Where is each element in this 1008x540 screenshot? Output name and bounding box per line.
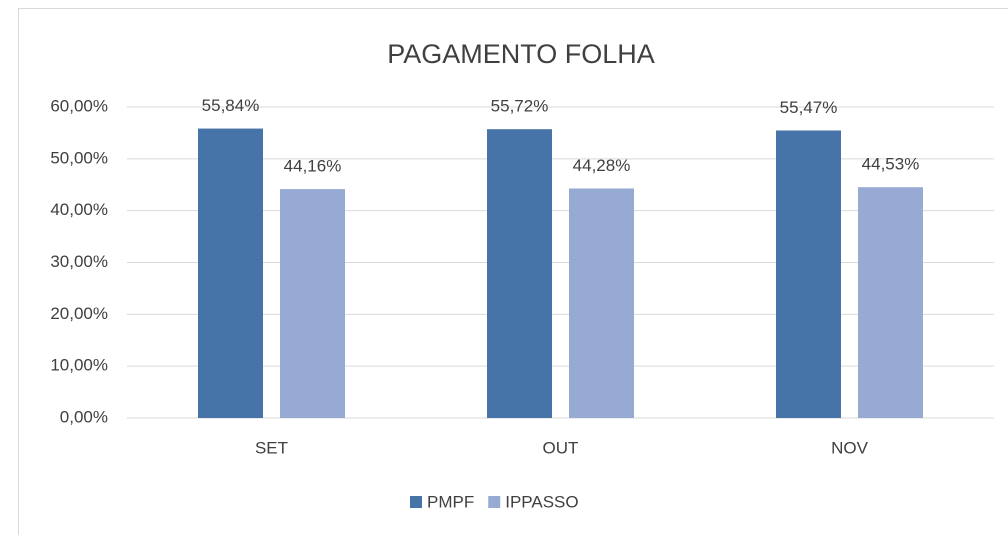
x-tick-label: NOV [831, 438, 869, 457]
legend-swatch [488, 496, 500, 508]
bar [487, 129, 552, 418]
y-tick-label: 20,00% [50, 304, 108, 323]
data-label: 55,72% [491, 97, 549, 116]
x-tick-label: OUT [543, 438, 579, 457]
bar [858, 187, 923, 418]
chart-title: PAGAMENTO FOLHA [387, 39, 655, 69]
bar [569, 188, 634, 418]
y-tick-label: 40,00% [50, 200, 108, 219]
data-label: 44,16% [284, 157, 342, 176]
legend-label: IPPASSO [505, 492, 578, 511]
bar [776, 130, 841, 418]
y-tick-label: 60,00% [50, 96, 108, 115]
data-label: 55,84% [202, 96, 260, 115]
legend-swatch [410, 496, 422, 508]
y-tick-label: 0,00% [60, 407, 108, 426]
data-label: 44,28% [573, 156, 631, 175]
y-tick-label: 50,00% [50, 148, 108, 167]
data-label: 44,53% [862, 155, 920, 174]
legend-label: PMPF [427, 492, 474, 511]
y-tick-label: 10,00% [50, 356, 108, 375]
data-label: 55,47% [780, 98, 838, 117]
bar [198, 129, 263, 418]
bar [280, 189, 345, 418]
y-tick-label: 30,00% [50, 252, 108, 271]
x-tick-label: SET [255, 438, 288, 457]
